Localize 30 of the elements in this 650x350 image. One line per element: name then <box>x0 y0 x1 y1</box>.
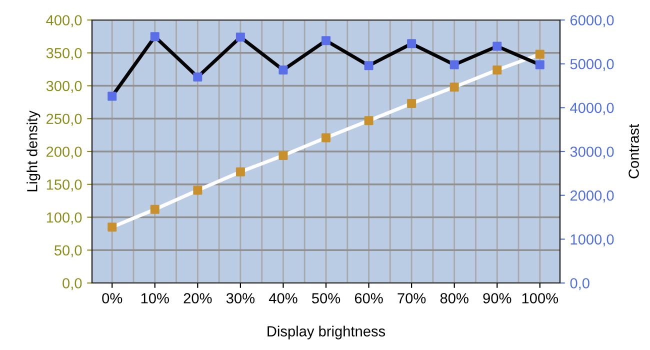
y2-tick-label: 4000,0 <box>570 102 614 115</box>
y-tick-label: 400,0 <box>46 15 82 28</box>
y2-tick-label: 3000,0 <box>570 146 614 159</box>
x-tick-label: 90% <box>483 293 512 304</box>
y2-axis-title: Contrast <box>628 124 639 178</box>
y-tick-label: 50,0 <box>54 245 82 258</box>
y-tick-label: 0,0 <box>62 278 82 290</box>
y2-tick-label: 1000,0 <box>570 234 614 246</box>
x-tick-label: 60% <box>354 293 383 304</box>
x-axis-title: Display brightness <box>268 326 386 340</box>
x-tick-label: 10% <box>141 293 169 304</box>
x-tick-label: 0% <box>102 293 122 304</box>
y-tick-label: 200,0 <box>46 146 82 159</box>
y2-tick-label: 0,0 <box>570 278 590 290</box>
x-tick-label: 40% <box>268 293 298 304</box>
y2-tick-label: 2000,0 <box>570 190 614 202</box>
x-tick-label: 50% <box>312 293 340 304</box>
y-axis-title: Light density <box>26 110 40 192</box>
y-tick-label: 350,0 <box>46 48 82 60</box>
y-tick-label: 150,0 <box>46 179 82 192</box>
x-tick-label: 20% <box>184 293 212 304</box>
y-tick-label: 100,0 <box>46 212 82 224</box>
y-tick-label: 300,0 <box>46 80 82 93</box>
y-tick-label: 250,0 <box>46 114 82 126</box>
x-tick-label: 30% <box>226 293 255 304</box>
x-tick-label: 70% <box>398 293 426 304</box>
y2-tick-label: 5000,0 <box>570 58 614 71</box>
y2-tick-label: 6000,0 <box>570 15 614 28</box>
x-tick-label: 80% <box>440 293 468 304</box>
x-tick-label: 100% <box>522 293 558 304</box>
